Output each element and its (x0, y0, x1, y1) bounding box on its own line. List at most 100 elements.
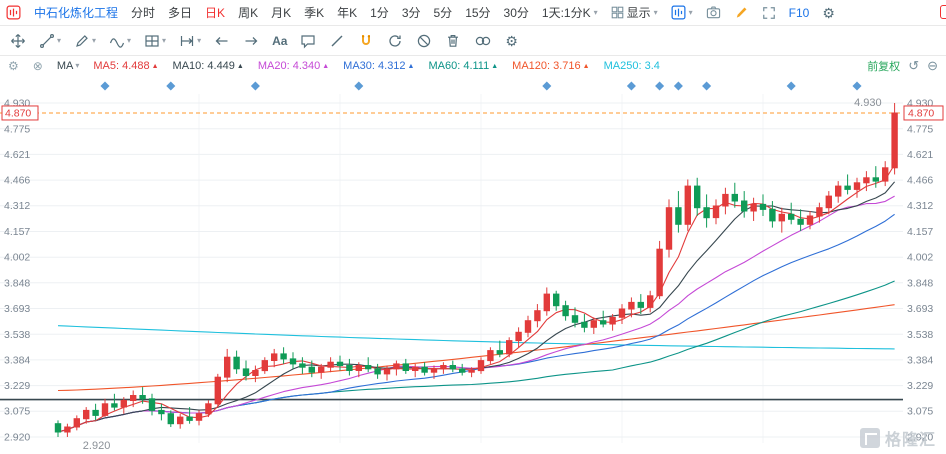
measure-tool[interactable]: ▾ (179, 33, 201, 49)
chart-style-dropdown[interactable]: ▾ (671, 5, 693, 20)
move-tool[interactable] (10, 33, 26, 49)
indicator-dropdown[interactable]: MA ▾ (57, 60, 80, 72)
brush-icon[interactable] (734, 5, 749, 20)
ma60-value[interactable]: MA60: 4.111 ▲ (428, 60, 499, 72)
svg-text:4.002: 4.002 (4, 252, 30, 264)
adjust-mode-button[interactable]: 前复权 (867, 61, 901, 73)
svg-text:3.693: 3.693 (907, 303, 933, 315)
event-markers[interactable] (100, 81, 862, 91)
candlestick-chart[interactable]: 4.9304.9304.7754.7754.6214.6214.4664.466… (0, 76, 946, 454)
tab-jik[interactable]: 季K (304, 6, 325, 20)
interval-dropdown[interactable]: 1天:1分K ▾ (542, 4, 598, 21)
settings-tool[interactable]: ⚙ (505, 32, 518, 49)
svg-text:4.157: 4.157 (907, 226, 933, 238)
pattern-tool[interactable]: ▾ (144, 33, 166, 49)
display-dropdown[interactable]: 显示 ▾ (611, 4, 658, 21)
ma20-value[interactable]: MA20: 4.340 ▲ (257, 60, 330, 72)
drawing-toolbar: ▾ ▾ ▾ ▾ ▾ (0, 26, 946, 56)
chevron-down-icon: ▾ (653, 7, 658, 17)
gear-icon[interactable]: ⚙ (822, 4, 835, 21)
indicator-close-icon[interactable]: ⊗ (32, 59, 43, 73)
svg-text:4.870: 4.870 (5, 107, 31, 119)
candles-layer (54, 103, 898, 437)
trendline-tool[interactable]: ▾ (39, 33, 61, 49)
undo-icon[interactable]: ↺ (908, 58, 920, 73)
svg-text:4.312: 4.312 (4, 200, 30, 212)
svg-text:3.848: 3.848 (907, 277, 933, 289)
up-triangle-icon: ▲ (322, 62, 330, 70)
chevron-down-icon: ▾ (593, 7, 598, 17)
high-annotation: 4.930 (854, 97, 882, 109)
current-price-label: 4.870 4.870 (1, 105, 944, 121)
compare-tool[interactable] (474, 33, 492, 49)
clipped-panel-icon[interactable] (940, 5, 946, 19)
trash-tool[interactable] (445, 33, 461, 49)
app-chart-icon[interactable] (6, 5, 21, 20)
ma5-value[interactable]: MA5: 4.488 ▲ (93, 60, 159, 72)
svg-text:2.920: 2.920 (907, 432, 933, 444)
comment-tool[interactable] (300, 33, 316, 49)
tab-fenshi[interactable]: 分时 (131, 6, 156, 20)
svg-text:3.075: 3.075 (907, 406, 933, 418)
tab-30min[interactable]: 30分 (503, 6, 529, 20)
svg-text:3.229: 3.229 (4, 380, 30, 392)
svg-text:3.538: 3.538 (4, 329, 30, 341)
svg-text:4.775: 4.775 (4, 123, 30, 135)
tab-niank[interactable]: 年K (337, 6, 358, 20)
text-tool[interactable]: Aa (272, 33, 288, 48)
ma250-value[interactable]: MA250: 3.4 (603, 60, 660, 72)
v-gridlines (198, 94, 764, 443)
chart-area[interactable]: 4.930 4.930 4.775 4.775 4.621 4.621 4.466 4.466… (0, 76, 946, 454)
chevron-down-icon: ▾ (57, 35, 62, 45)
h-gridlines (0, 102, 903, 438)
top-toolbar: 中石化炼化工程 分时 多日 日K 周K 月K 季K 年K 1分 3分 5分 15… (0, 0, 946, 26)
interval-dropdown-value: 1天:1分K (541, 6, 591, 20)
chevron-down-icon: ▾ (162, 35, 167, 45)
sync-tool[interactable] (387, 33, 403, 49)
ma30-value[interactable]: MA30: 4.312 ▲ (343, 60, 415, 72)
ban-tool[interactable] (416, 33, 432, 49)
wave-tool[interactable]: ▾ (109, 33, 131, 49)
tab-1min[interactable]: 1分 (370, 6, 389, 20)
camera-icon[interactable] (706, 5, 721, 20)
f10-button[interactable]: F10 (788, 5, 810, 20)
up-triangle-icon: ▲ (236, 62, 244, 70)
ma120-line (57, 304, 895, 392)
stock-name[interactable]: 中石化炼化工程 (34, 6, 119, 20)
ma10-value[interactable]: MA10: 4.449 ▲ (172, 60, 244, 72)
svg-text:2.920: 2.920 (4, 432, 30, 444)
back-arrow[interactable] (214, 33, 230, 49)
tab-3min[interactable]: 3分 (401, 6, 421, 20)
tab-15min[interactable]: 15分 (465, 6, 491, 20)
line-tool[interactable] (329, 33, 345, 49)
ma120-value[interactable]: MA120: 3.716 ▲ (512, 60, 590, 72)
svg-text:4.870: 4.870 (908, 107, 934, 119)
svg-text:4.466: 4.466 (907, 175, 933, 187)
indicator-name: MA (56, 60, 74, 72)
ma10-line (57, 181, 896, 433)
tab-duori[interactable]: 多日 (168, 6, 193, 20)
forward-arrow[interactable] (243, 33, 259, 49)
pencil-tool[interactable]: ▾ (74, 33, 96, 49)
layout-icon (611, 6, 624, 19)
tab-5min[interactable]: 5分 (433, 6, 453, 20)
chevron-down-icon: ▾ (75, 61, 80, 70)
svg-text:4.621: 4.621 (907, 149, 933, 161)
tab-zhouk[interactable]: 周K (238, 6, 259, 20)
collapse-icon[interactable]: ⊖ (927, 58, 938, 73)
up-triangle-icon: ▲ (582, 62, 590, 70)
svg-text:3.384: 3.384 (907, 354, 933, 366)
display-dropdown-label: 显示 (626, 6, 651, 20)
magnet-tool[interactable] (358, 33, 374, 49)
svg-text:4.466: 4.466 (4, 175, 30, 187)
expand-icon[interactable] (762, 6, 776, 20)
indicator-gear-icon[interactable]: ⚙ (8, 59, 19, 73)
svg-text:4.157: 4.157 (4, 226, 30, 238)
tab-rik[interactable]: 日K (205, 6, 226, 20)
svg-text:3.384: 3.384 (4, 354, 30, 366)
indicator-bar: ⚙ ⊗ MA ▾ MA5: 4.488 ▲ MA10: 4.449 ▲ MA20… (0, 56, 946, 76)
svg-text:3.848: 3.848 (4, 277, 30, 289)
tab-yuek[interactable]: 月K (271, 6, 292, 20)
svg-text:4.621: 4.621 (4, 149, 30, 161)
